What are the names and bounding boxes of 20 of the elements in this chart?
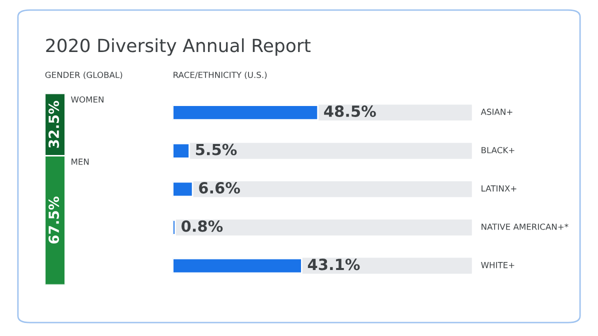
category-label: WHITE+ — [481, 262, 514, 268]
bar — [172, 220, 176, 236]
data-label: 0.8% — [182, 220, 223, 232]
text: 2020 Diversity Annual Report — [46, 38, 311, 56]
category-label: NATIVE AMERICAN+* — [482, 224, 568, 230]
text: GENDER (GLOBAL) — [45, 72, 122, 79]
data-label: 5.5% — [196, 144, 237, 156]
data-label: 48.5% — [324, 105, 376, 117]
chart-title: RACE/ETHNICITY (U.S.) — [174, 72, 267, 79]
data-label: 67.5% — [48, 196, 60, 244]
data-label: 6.6% — [199, 182, 240, 194]
series-label: MEN — [72, 158, 89, 165]
series-label: WOMEN — [71, 96, 104, 103]
category-label: BLACK+ — [482, 146, 514, 154]
bar — [172, 142, 190, 159]
data-label: 32.5% — [48, 100, 60, 148]
category-label: LATINX+ — [482, 185, 516, 192]
category-label: ASIAN+ — [480, 108, 512, 115]
bar — [172, 181, 194, 198]
data-label: 43.1% — [308, 258, 360, 270]
